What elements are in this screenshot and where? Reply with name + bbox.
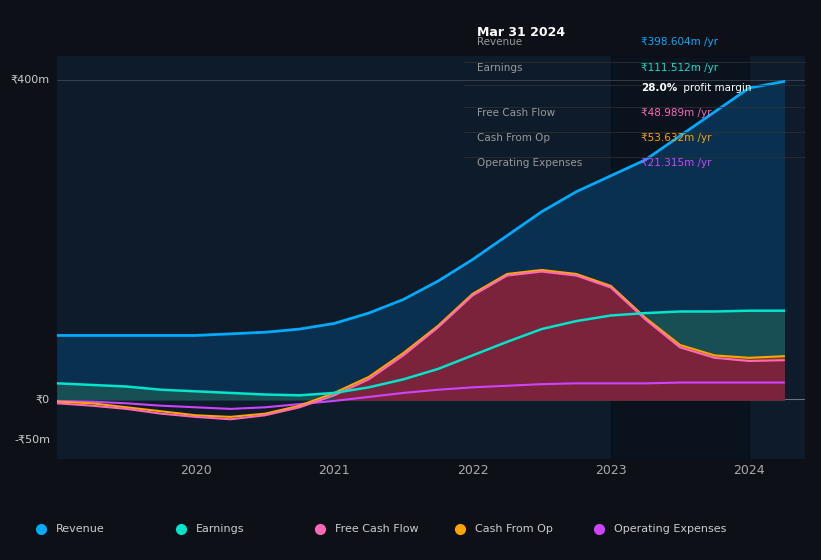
Text: profit margin: profit margin <box>681 83 752 94</box>
Text: Earnings: Earnings <box>195 524 244 534</box>
Text: Revenue: Revenue <box>56 524 104 534</box>
Text: Cash From Op: Cash From Op <box>475 524 553 534</box>
Text: Earnings: Earnings <box>478 63 523 73</box>
Text: ₹111.512m /yr: ₹111.512m /yr <box>641 63 718 73</box>
Text: ₹21.315m /yr: ₹21.315m /yr <box>641 157 712 167</box>
Text: ₹0: ₹0 <box>36 394 50 404</box>
Text: Operating Expenses: Operating Expenses <box>478 157 583 167</box>
Text: Operating Expenses: Operating Expenses <box>614 524 727 534</box>
Text: Revenue: Revenue <box>478 37 523 47</box>
Text: ₹400m: ₹400m <box>11 75 50 85</box>
Text: ₹53.632m /yr: ₹53.632m /yr <box>641 133 712 143</box>
Text: ₹398.604m /yr: ₹398.604m /yr <box>641 37 718 47</box>
Text: Cash From Op: Cash From Op <box>478 133 551 143</box>
Text: ₹48.989m /yr: ₹48.989m /yr <box>641 108 712 118</box>
Text: Mar 31 2024: Mar 31 2024 <box>478 26 566 39</box>
Text: 28.0%: 28.0% <box>641 83 677 94</box>
Bar <box>611 56 750 459</box>
Text: -₹50m: -₹50m <box>14 434 50 444</box>
Text: Free Cash Flow: Free Cash Flow <box>335 524 419 534</box>
Text: Free Cash Flow: Free Cash Flow <box>478 108 556 118</box>
